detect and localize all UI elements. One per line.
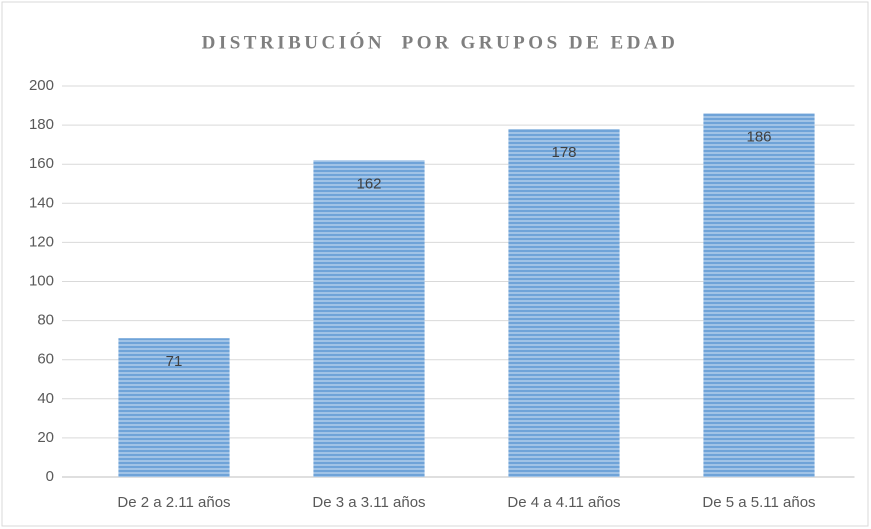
x-tick-label: De 5 a 5.11 años (702, 494, 815, 511)
y-tick-label: 80 (37, 312, 54, 329)
x-tick-label: De 4 a 4.11 años (507, 494, 620, 511)
bar (508, 129, 620, 477)
y-tick-label: 160 (29, 155, 54, 172)
data-label: 178 (551, 144, 576, 161)
y-tick-label: 120 (29, 233, 54, 250)
y-tick-label: 40 (37, 390, 54, 407)
y-tick-label: 0 (46, 468, 54, 485)
y-tick-label: 180 (29, 116, 54, 133)
y-tick-label: 200 (29, 77, 54, 94)
data-label: 162 (356, 175, 381, 192)
data-label: 186 (746, 128, 771, 145)
y-tick-label: 140 (29, 194, 54, 211)
x-tick-label: De 2 a 2.11 años (117, 494, 230, 511)
x-tick-label: De 3 a 3.11 años (312, 494, 425, 511)
y-tick-label: 20 (37, 429, 54, 446)
chart-title: DISTRIBUCIÓN POR GRUPOS DE EDAD (202, 31, 679, 53)
y-tick-label: 60 (37, 351, 54, 368)
bar (313, 160, 425, 478)
bar (703, 113, 815, 478)
y-tick-label: 100 (29, 272, 54, 289)
bar (118, 338, 230, 477)
data-label: 71 (166, 353, 183, 370)
